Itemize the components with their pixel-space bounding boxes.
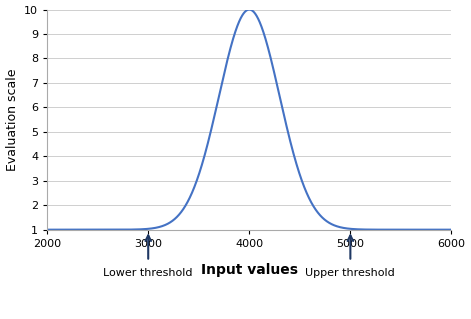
Text: Upper threshold: Upper threshold [306, 268, 395, 278]
Y-axis label: Evaluation scale: Evaluation scale [6, 68, 18, 171]
Text: Input values: Input values [201, 263, 298, 277]
Text: Lower threshold: Lower threshold [104, 268, 193, 278]
